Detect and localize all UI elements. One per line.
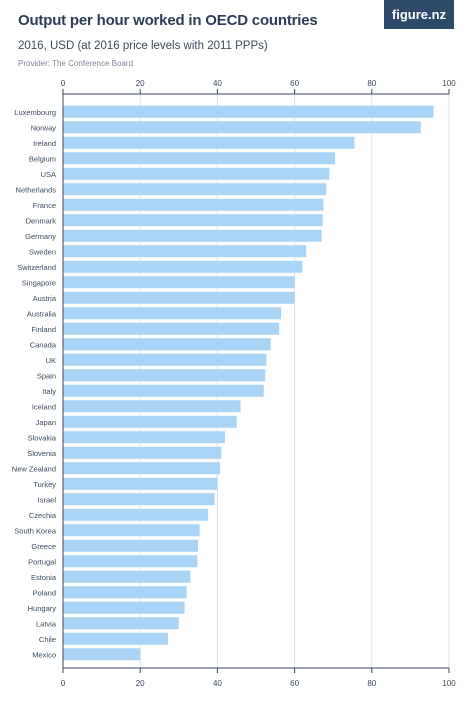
bar-chile xyxy=(63,632,168,645)
bar-austria xyxy=(63,291,295,304)
bar-slovakia xyxy=(63,431,226,444)
category-label: Austria xyxy=(33,294,57,303)
category-label: Singapore xyxy=(22,278,56,287)
x-tick-label-top: 0 xyxy=(61,79,66,88)
category-label: Iceland xyxy=(32,402,56,411)
bar-sweden xyxy=(63,245,307,258)
category-label: Belgium xyxy=(29,154,56,163)
category-label: Latvia xyxy=(36,619,57,628)
bar-portugal xyxy=(63,555,198,568)
category-label: Ireland xyxy=(33,139,56,148)
x-tick-label-top: 20 xyxy=(136,79,145,88)
bar-ireland xyxy=(63,136,355,149)
x-tick-label-bottom: 80 xyxy=(367,679,376,688)
category-label: Portugal xyxy=(28,557,56,566)
category-label: Chile xyxy=(39,635,56,644)
bar-latvia xyxy=(63,617,179,630)
category-label: Germany xyxy=(25,232,56,241)
bar-slovenia xyxy=(63,446,222,459)
category-label: Czechia xyxy=(29,511,57,520)
figure-nz-logo[interactable]: figure.nz xyxy=(384,0,454,29)
provider-note: Provider: The Conference Board xyxy=(18,59,134,68)
bar-japan xyxy=(63,415,237,428)
category-label: Switzerland xyxy=(17,263,56,272)
bar-czechia xyxy=(63,508,209,521)
bar-poland xyxy=(63,586,187,599)
x-tick-label-top: 80 xyxy=(367,79,376,88)
category-label: Australia xyxy=(27,309,57,318)
category-label: UK xyxy=(46,356,56,365)
bar-hungary xyxy=(63,601,185,614)
category-label: Spain xyxy=(37,371,56,380)
x-tick-label-bottom: 20 xyxy=(136,679,145,688)
bar-italy xyxy=(63,384,264,397)
category-label: New Zealand xyxy=(12,464,56,473)
category-label: Israel xyxy=(38,495,57,504)
category-label: Greece xyxy=(31,542,56,551)
category-label: Japan xyxy=(36,418,56,427)
x-tick-label-bottom: 60 xyxy=(290,679,299,688)
bar-turkey xyxy=(63,477,218,490)
bar-singapore xyxy=(63,276,295,289)
bar-mexico xyxy=(63,648,141,661)
bar-new-zealand xyxy=(63,462,221,475)
bar-greece xyxy=(63,539,199,552)
chart-subtitle: 2016, USD (at 2016 price levels with 201… xyxy=(18,40,268,52)
category-label: Italy xyxy=(42,387,56,396)
category-label: Luxembourg xyxy=(14,108,56,117)
bar-uk xyxy=(63,353,267,366)
bar-iceland xyxy=(63,400,241,413)
bar-denmark xyxy=(63,214,323,227)
bar-spain xyxy=(63,369,266,382)
bar-estonia xyxy=(63,570,191,583)
category-label: Finland xyxy=(31,325,56,334)
bar-finland xyxy=(63,322,280,335)
x-tick-label-top: 100 xyxy=(442,79,456,88)
bar-norway xyxy=(63,121,421,134)
chart-title: Output per hour worked in OECD countries xyxy=(18,12,318,29)
category-label: France xyxy=(33,201,56,210)
bar-canada xyxy=(63,338,271,351)
category-label: USA xyxy=(41,170,56,179)
bar-australia xyxy=(63,307,282,320)
bar-switzerland xyxy=(63,260,303,273)
bar-israel xyxy=(63,493,215,506)
category-label: Estonia xyxy=(31,573,57,582)
category-label: Denmark xyxy=(26,216,57,225)
category-label: Mexico xyxy=(32,650,56,659)
category-label: Netherlands xyxy=(16,185,57,194)
x-tick-label-bottom: 0 xyxy=(61,679,66,688)
category-label: Canada xyxy=(30,340,57,349)
bar-netherlands xyxy=(63,183,327,196)
category-label: Poland xyxy=(33,588,56,597)
category-label: Turkey xyxy=(33,480,56,489)
x-tick-label-top: 60 xyxy=(290,79,299,88)
x-tick-label-bottom: 100 xyxy=(442,679,456,688)
category-label: Slovakia xyxy=(28,433,57,442)
bar-usa xyxy=(63,167,330,180)
category-label: Hungary xyxy=(28,604,57,613)
category-label: Sweden xyxy=(29,247,56,256)
bar-belgium xyxy=(63,152,336,165)
category-label: Norway xyxy=(31,123,57,132)
bar-south-korea xyxy=(63,524,200,537)
bar-germany xyxy=(63,229,322,242)
category-label: Slovenia xyxy=(27,449,57,458)
bar-france xyxy=(63,198,324,211)
category-label: South Korea xyxy=(14,526,57,535)
x-tick-label-bottom: 40 xyxy=(213,679,222,688)
bar-luxembourg xyxy=(63,105,434,118)
x-tick-label-top: 40 xyxy=(213,79,222,88)
